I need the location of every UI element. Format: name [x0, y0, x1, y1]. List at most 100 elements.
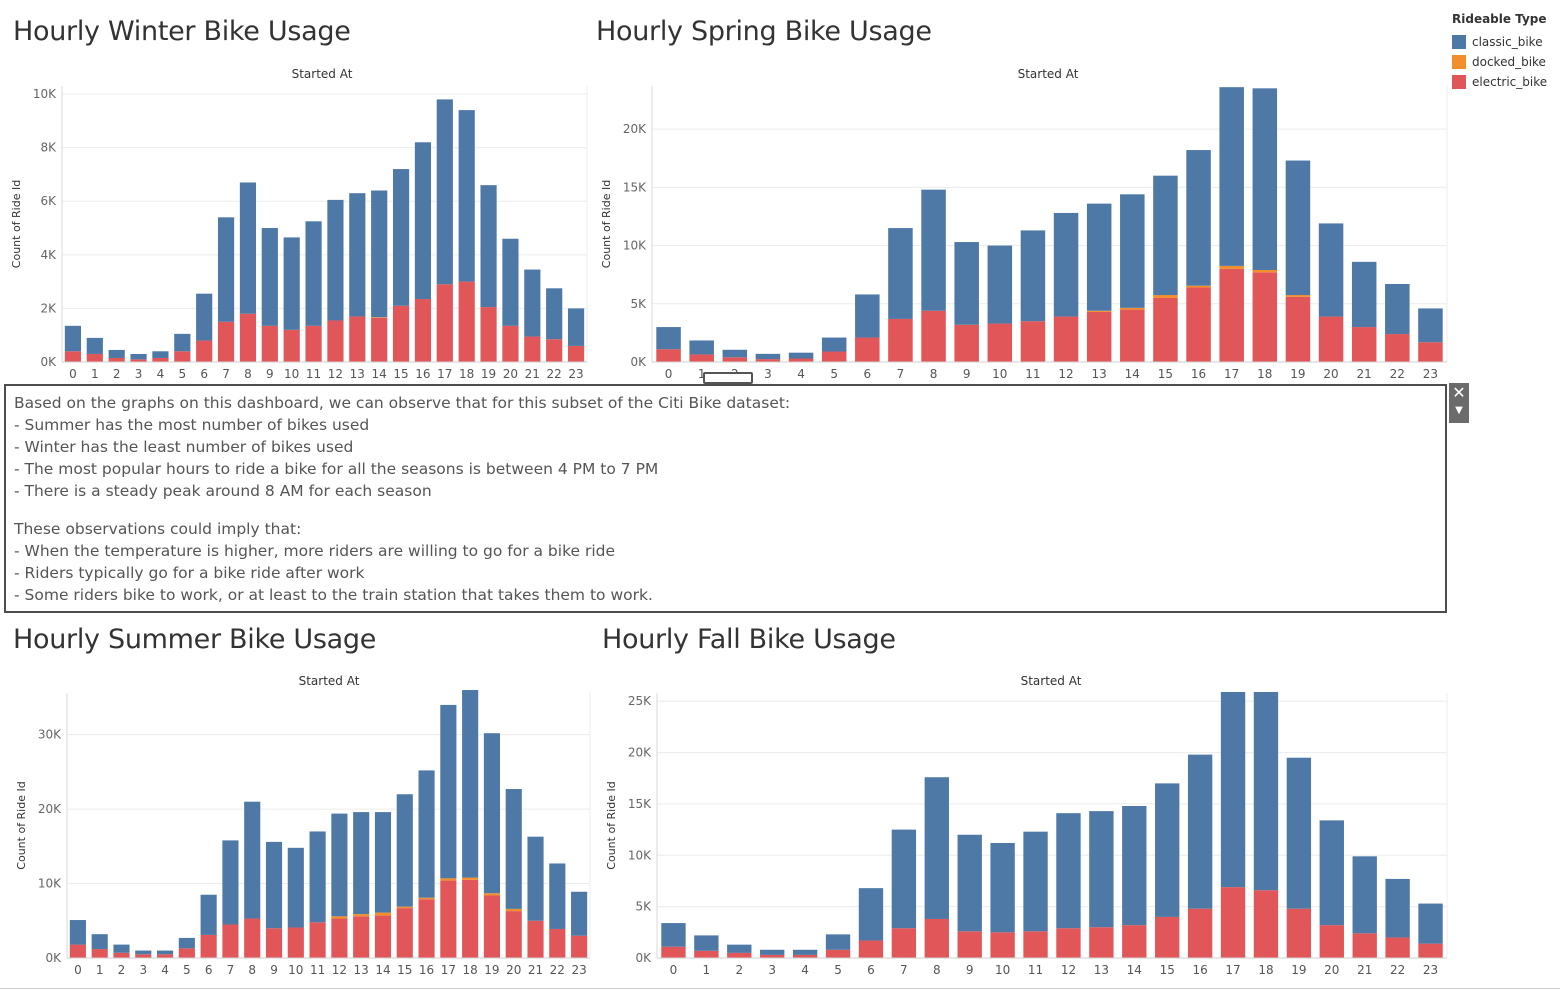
legend-item-docked[interactable]: docked_bike	[1452, 52, 1547, 72]
bar-electric-bike	[1120, 309, 1145, 362]
x-tick-label: 1	[703, 963, 711, 977]
bar-classic-bike	[722, 349, 748, 358]
bar-electric-bike	[91, 949, 108, 958]
bar-electric-bike	[727, 952, 752, 958]
bar-electric-bike	[374, 915, 392, 958]
x-tick-label: 21	[525, 367, 540, 381]
bar-classic-bike	[957, 834, 982, 932]
y-tick-label: 20K	[628, 746, 652, 760]
bar-electric-bike	[1220, 887, 1246, 958]
legend-label-electric: electric_bike	[1472, 75, 1548, 89]
x-tick-label: 14	[375, 963, 390, 977]
x-tick-label: 20	[506, 963, 521, 977]
bar-classic-bike	[1089, 811, 1114, 928]
bar-electric-bike	[1286, 908, 1312, 958]
bar-classic-bike	[331, 813, 348, 917]
bar-classic-bike	[64, 325, 82, 352]
bar-electric-bike	[64, 351, 82, 362]
bar-classic-bike	[792, 949, 818, 955]
x-tick-label: 13	[354, 963, 369, 977]
close-icon[interactable]: ✕	[1452, 383, 1466, 402]
x-tick-label: 18	[463, 963, 478, 977]
x-tick-label: 2	[113, 367, 121, 381]
bar-classic-bike	[524, 269, 541, 337]
x-axis-title: Started At	[1018, 67, 1079, 81]
rideable-type-legend[interactable]: Rideable Type classic_bike docked_bike e…	[1452, 12, 1547, 92]
bar-classic-bike	[418, 770, 435, 898]
x-tick-label: 6	[200, 367, 208, 381]
x-tick-label: 7	[227, 963, 235, 977]
x-tick-label: 18	[459, 367, 474, 381]
bar-classic-bike	[1187, 754, 1213, 909]
y-tick-label: 10K	[38, 877, 62, 891]
classic-swatch	[1452, 35, 1466, 49]
bar-electric-bike	[483, 895, 501, 958]
bar-docked-bike	[396, 906, 413, 909]
bar-classic-bike	[483, 733, 501, 894]
bar-classic-bike	[1319, 820, 1344, 926]
x-tick-label: 22	[1390, 367, 1405, 381]
bar-electric-bike	[1253, 890, 1279, 958]
bar-classic-bike	[1385, 283, 1410, 335]
x-tick-label: 1	[96, 963, 104, 977]
x-tick-label: 11	[1028, 963, 1043, 977]
x-tick-label: 9	[266, 367, 274, 381]
dropdown-arrow-icon[interactable]: ▼	[1455, 405, 1463, 416]
x-tick-label: 5	[834, 963, 842, 977]
bar-classic-bike	[888, 228, 913, 319]
bottom-divider	[0, 988, 1560, 989]
implications-intro: These observations could imply that:	[14, 520, 302, 538]
winter-chart[interactable]: Started At Count of Ride Id 0K 2K 4K 6K 8K 10K 0…	[0, 60, 600, 390]
bar-electric-bike	[69, 944, 86, 958]
bar-classic-bike	[1219, 87, 1244, 266]
observations-textbox[interactable]: Based on the graphs on this dashboard, w…	[4, 384, 1447, 613]
bar-classic-bike	[174, 333, 191, 352]
bar-electric-bike	[200, 934, 217, 958]
x-tick-label: 20	[1324, 963, 1339, 977]
x-tick-label: 15	[397, 963, 412, 977]
bar-electric-bike	[440, 880, 457, 958]
y-tick-label: 10K	[33, 87, 57, 101]
x-tick-label: 21	[1357, 367, 1372, 381]
x-axis-title: Started At	[1021, 674, 1082, 688]
x-tick-label: 10	[284, 367, 299, 381]
y-tick-label: 5K	[630, 297, 647, 311]
drag-handle[interactable]	[703, 372, 753, 384]
bar-classic-bike	[1351, 261, 1377, 328]
x-tick-label: 15	[393, 367, 408, 381]
observation-3: - The most popular hours to ride a bike …	[14, 460, 659, 478]
bar-electric-bike	[661, 946, 686, 958]
bar-docked-bike	[483, 893, 501, 896]
bar-electric-bike	[858, 940, 884, 958]
bar-electric-bike	[792, 954, 818, 958]
x-tick-label: 10	[992, 367, 1007, 381]
bar-classic-bike	[505, 789, 522, 909]
bar-docked-bike	[505, 908, 522, 912]
y-tick-label: 15K	[628, 797, 652, 811]
bar-classic-bike	[1122, 805, 1147, 926]
x-tick-label: 20	[503, 367, 518, 381]
bar-electric-bike	[924, 918, 949, 958]
bar-classic-bike	[987, 245, 1013, 324]
bar-electric-bike	[1285, 296, 1311, 362]
bar-classic-bike	[1053, 212, 1079, 317]
bar-docked-bike	[462, 877, 479, 880]
bar-classic-bike	[265, 841, 283, 929]
bar-electric-bike	[1089, 927, 1114, 958]
x-tick-label: 0	[69, 367, 77, 381]
x-tick-label: 11	[1025, 367, 1040, 381]
bar-classic-bike	[239, 182, 257, 314]
legend-item-classic[interactable]: classic_bike	[1452, 32, 1547, 52]
bar-electric-bike	[1219, 268, 1244, 362]
legend-item-electric[interactable]: electric_bike	[1452, 72, 1547, 92]
y-tick-label: 6K	[40, 194, 57, 208]
bar-classic-bike	[108, 349, 125, 358]
electric-swatch	[1452, 75, 1466, 89]
x-tick-label: 21	[1357, 963, 1372, 977]
bar-electric-bike	[265, 928, 283, 958]
bar-electric-bike	[1056, 928, 1081, 958]
bar-classic-bike	[458, 110, 475, 282]
